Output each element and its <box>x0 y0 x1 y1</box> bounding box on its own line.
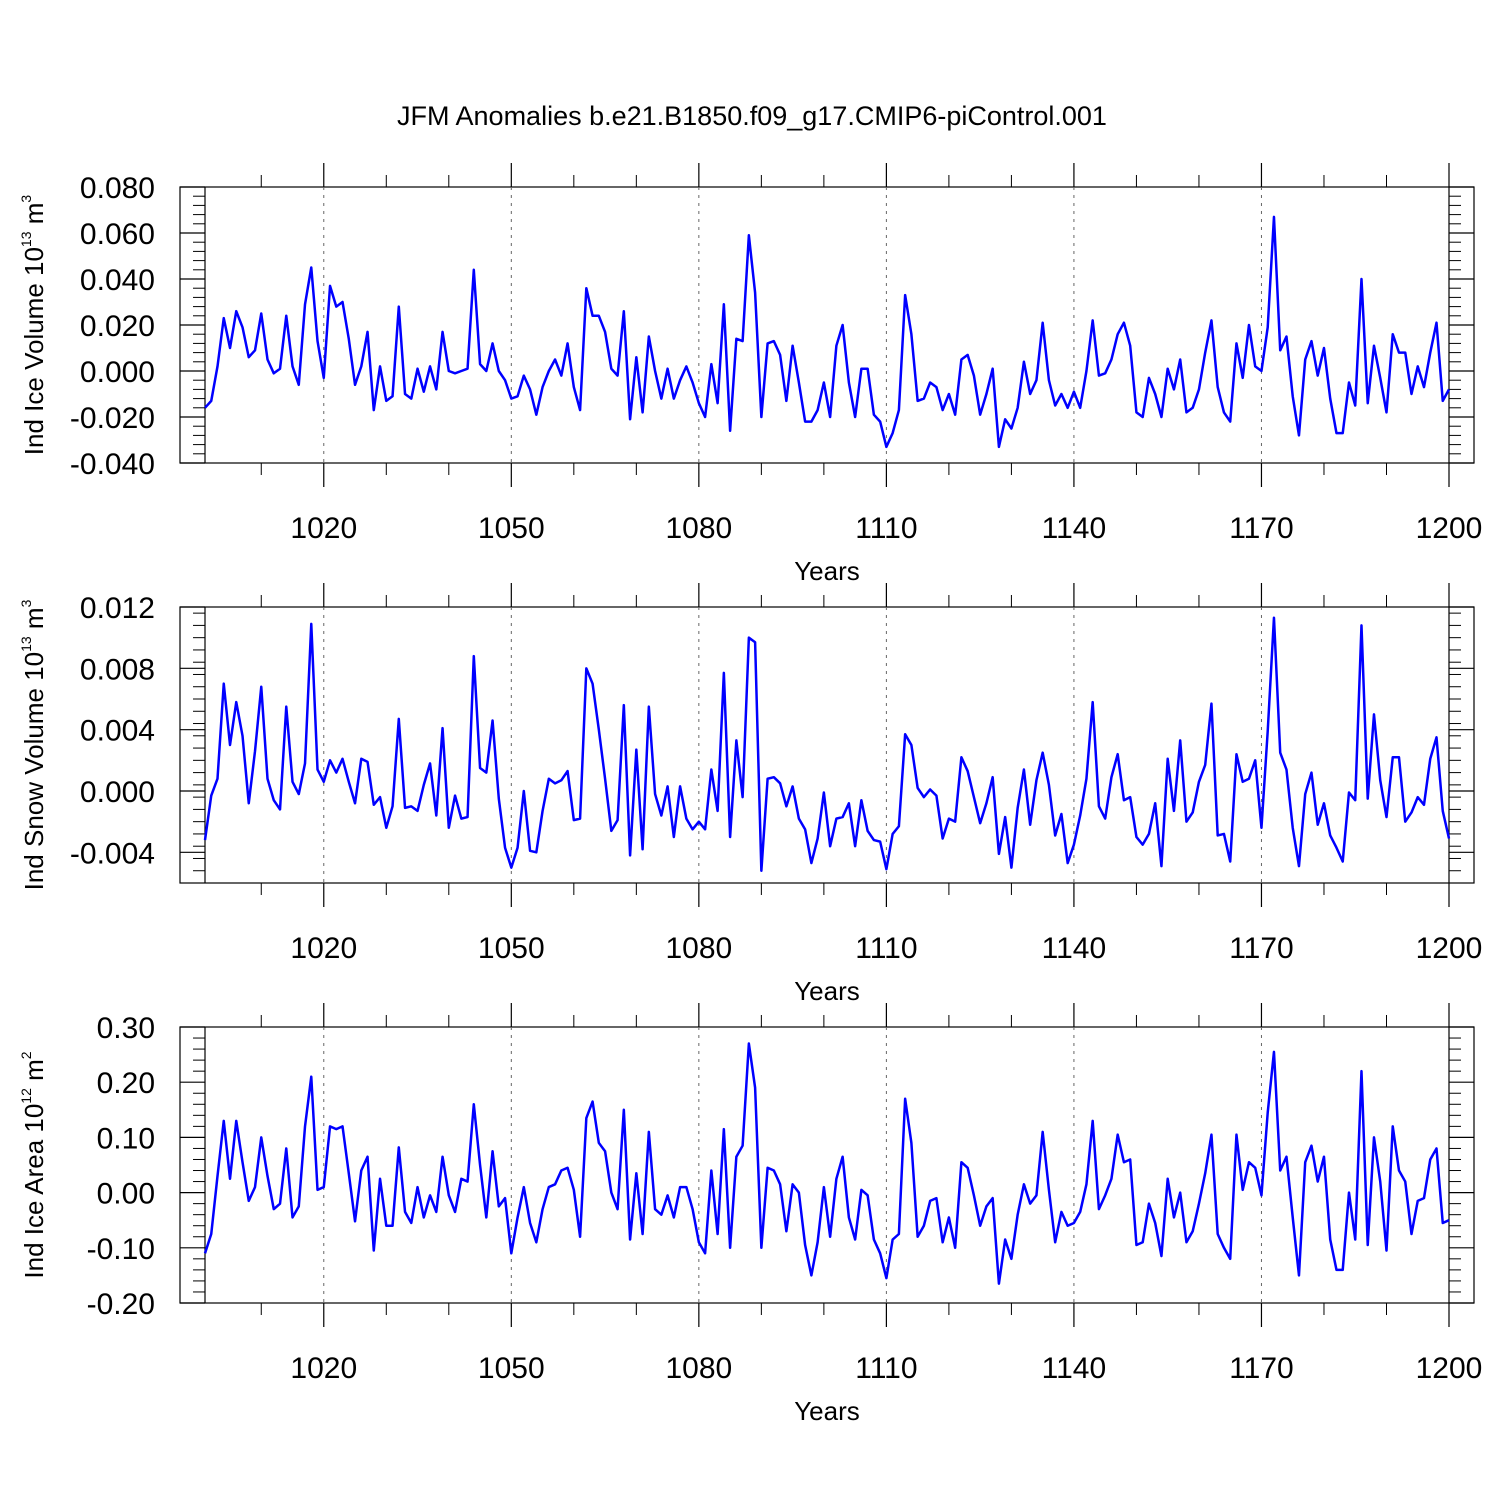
series-line <box>203 1042 1450 1285</box>
y-tick-label: -0.10 <box>87 1233 155 1266</box>
x-tick-label: 1170 <box>1229 512 1294 545</box>
x-tick-label: 1020 <box>290 932 357 965</box>
x-tick-label: 1080 <box>665 932 732 965</box>
y-axis-label: Ind Ice Volume 1013 m3 <box>18 195 49 456</box>
y-axis-label-text: Ind Ice Volume 10 <box>19 247 49 455</box>
y-tick-label: -0.020 <box>70 402 155 435</box>
x-axis-label: Years <box>794 556 860 586</box>
y-axis-label-unit-exp: 3 <box>18 195 34 203</box>
series-line <box>203 616 1451 872</box>
x-tick-label: 1140 <box>1042 932 1107 965</box>
x-tick-label: 1050 <box>478 932 545 965</box>
y-tick-label: 0.012 <box>80 592 155 625</box>
y-axis-label: Ind Ice Area 1012 m2 <box>18 1051 49 1278</box>
x-tick-label: 1140 <box>1042 512 1107 545</box>
x-tick-label: 1200 <box>1416 932 1483 965</box>
y-axis-label-exp: 13 <box>18 636 34 652</box>
x-tick-label: 1170 <box>1229 1352 1294 1385</box>
y-tick-label: 0.008 <box>80 653 155 686</box>
plot-frame <box>179 606 1475 884</box>
y-tick-label: 0.10 <box>97 1122 155 1155</box>
x-tick-label: 1080 <box>665 1352 732 1385</box>
y-tick-label: 0.30 <box>97 1012 155 1045</box>
x-tick-label: 1170 <box>1229 932 1294 965</box>
y-tick-label: 0.020 <box>80 310 155 343</box>
series-line <box>204 215 1451 449</box>
y-tick-label: 0.000 <box>80 776 155 809</box>
x-axis-label: Years <box>794 976 860 1006</box>
y-axis-label-unit-exp: 2 <box>18 1051 34 1059</box>
x-tick-label: 1080 <box>665 512 732 545</box>
ice-volume-panel: 1020 1050 1080 1110 1140 1170 1200 Years -0.040 -… <box>18 163 1482 586</box>
y-axis-label-unit: m <box>19 1059 49 1088</box>
y-tick-label: 0.040 <box>80 264 155 297</box>
y-axis-label-unit-exp: 3 <box>18 599 34 607</box>
x-tick-label: 1050 <box>478 1352 545 1385</box>
x-tick-label: 1110 <box>855 932 917 965</box>
y-tick-label: 0.080 <box>80 172 155 205</box>
y-tick-label: -0.040 <box>70 448 155 481</box>
x-tick-label: 1110 <box>855 1352 917 1385</box>
figure-title: JFM Anomalies b.e21.B1850.f09_g17.CMIP6-… <box>397 101 1107 131</box>
y-axis-label-unit: m <box>19 203 49 232</box>
x-tick-label: 1110 <box>855 512 917 545</box>
y-axis-label-exp: 12 <box>18 1088 34 1104</box>
ice-area-panel: 1020 1050 1080 1110 1140 1170 1200 Years -0.20 -0… <box>18 1003 1482 1426</box>
x-tick-label: 1200 <box>1416 1352 1483 1385</box>
y-tick-label: 0.00 <box>97 1178 155 1211</box>
y-axis-label-text: Ind Snow Volume 10 <box>19 652 49 891</box>
x-tick-label: 1020 <box>290 512 357 545</box>
y-axis-label: Ind Snow Volume 1013 m3 <box>18 599 49 890</box>
snow-volume-panel: 1020 1050 1080 1110 1140 1170 1200 Years -0.004 0… <box>18 583 1482 1006</box>
plot-frame <box>179 1026 1475 1304</box>
x-tick-label: 1200 <box>1416 512 1483 545</box>
x-axis-label: Years <box>794 1396 860 1426</box>
y-axis-label-unit: m <box>19 607 49 636</box>
y-tick-label: 0.20 <box>97 1067 155 1100</box>
y-tick-label: 0.004 <box>80 715 155 748</box>
x-tick-label: 1140 <box>1042 1352 1107 1385</box>
y-axis-label-exp: 13 <box>18 231 34 247</box>
x-tick-label: 1050 <box>478 512 545 545</box>
y-tick-label: 0.000 <box>80 356 155 389</box>
y-tick-label: 0.060 <box>80 218 155 251</box>
y-axis-label-text: Ind Ice Area 10 <box>19 1104 49 1279</box>
x-tick-label: 1020 <box>290 1352 357 1385</box>
y-tick-label: -0.004 <box>70 837 155 870</box>
y-tick-label: -0.20 <box>87 1288 155 1321</box>
